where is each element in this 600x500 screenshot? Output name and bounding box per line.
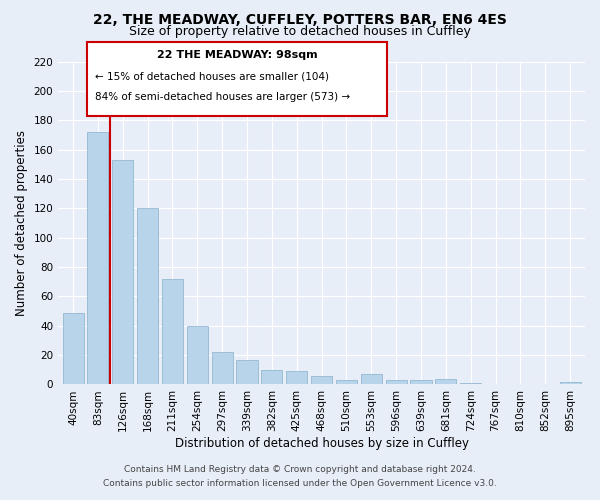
Bar: [262, 370, 283, 384]
Bar: [112, 160, 133, 384]
Bar: [336, 380, 357, 384]
Bar: [361, 374, 382, 384]
Bar: [386, 380, 407, 384]
Text: ← 15% of detached houses are smaller (104): ← 15% of detached houses are smaller (10…: [95, 71, 329, 81]
Bar: [62, 312, 83, 384]
Bar: [88, 132, 109, 384]
Text: 84% of semi-detached houses are larger (573) →: 84% of semi-detached houses are larger (…: [95, 92, 350, 102]
Y-axis label: Number of detached properties: Number of detached properties: [15, 130, 28, 316]
Bar: [236, 360, 257, 384]
Bar: [286, 371, 307, 384]
Bar: [460, 383, 481, 384]
FancyBboxPatch shape: [87, 42, 388, 117]
Text: Size of property relative to detached houses in Cuffley: Size of property relative to detached ho…: [129, 25, 471, 38]
Bar: [560, 382, 581, 384]
Bar: [137, 208, 158, 384]
Bar: [162, 279, 183, 384]
Bar: [435, 378, 457, 384]
X-axis label: Distribution of detached houses by size in Cuffley: Distribution of detached houses by size …: [175, 437, 469, 450]
Bar: [212, 352, 233, 384]
Text: 22, THE MEADWAY, CUFFLEY, POTTERS BAR, EN6 4ES: 22, THE MEADWAY, CUFFLEY, POTTERS BAR, E…: [93, 12, 507, 26]
Text: 22 THE MEADWAY: 98sqm: 22 THE MEADWAY: 98sqm: [157, 50, 317, 60]
Bar: [187, 326, 208, 384]
Bar: [410, 380, 431, 384]
Text: Contains HM Land Registry data © Crown copyright and database right 2024.
Contai: Contains HM Land Registry data © Crown c…: [103, 466, 497, 487]
Bar: [311, 376, 332, 384]
